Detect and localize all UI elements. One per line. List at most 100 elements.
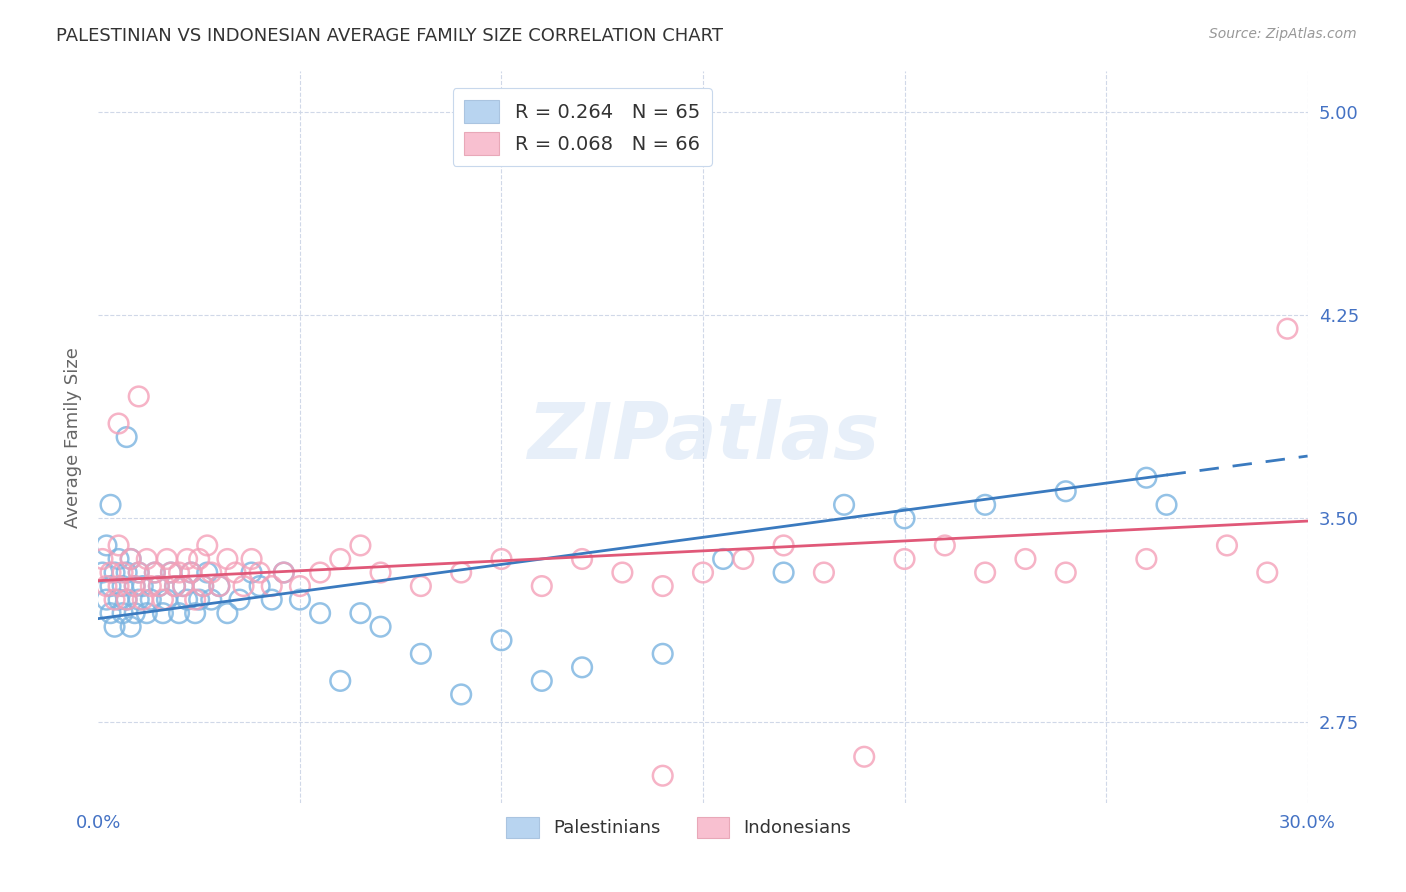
Point — [172, 579, 194, 593]
Point — [128, 566, 150, 580]
Point — [115, 592, 138, 607]
Point — [107, 538, 129, 552]
Point — [100, 606, 122, 620]
Point — [1256, 566, 1278, 580]
Point — [188, 592, 211, 607]
Point — [612, 566, 634, 580]
Point — [273, 566, 295, 580]
Point — [370, 620, 392, 634]
Point — [934, 538, 956, 552]
Point — [167, 566, 190, 580]
Point — [160, 566, 183, 580]
Point — [128, 389, 150, 403]
Point — [200, 592, 222, 607]
Point — [1135, 552, 1157, 566]
Point — [692, 566, 714, 580]
Point — [409, 647, 432, 661]
Point — [124, 606, 146, 620]
Point — [208, 579, 231, 593]
Point — [711, 552, 734, 566]
Point — [329, 552, 352, 566]
Point — [193, 579, 215, 593]
Point — [124, 579, 146, 593]
Point — [184, 606, 207, 620]
Point — [143, 566, 166, 580]
Point — [1277, 322, 1299, 336]
Point — [132, 579, 155, 593]
Point — [152, 592, 174, 607]
Point — [107, 417, 129, 431]
Point — [853, 749, 876, 764]
Point — [349, 538, 371, 552]
Point — [115, 592, 138, 607]
Point — [139, 592, 162, 607]
Point — [124, 579, 146, 593]
Point — [111, 566, 134, 580]
Point — [160, 566, 183, 580]
Point — [409, 579, 432, 593]
Point — [156, 552, 179, 566]
Point — [1156, 498, 1178, 512]
Text: Source: ZipAtlas.com: Source: ZipAtlas.com — [1209, 27, 1357, 41]
Point — [530, 579, 553, 593]
Point — [111, 606, 134, 620]
Point — [260, 579, 283, 593]
Point — [249, 579, 271, 593]
Point — [120, 620, 142, 634]
Point — [172, 579, 194, 593]
Point — [893, 552, 915, 566]
Point — [115, 566, 138, 580]
Point — [651, 647, 673, 661]
Point — [139, 579, 162, 593]
Point — [309, 566, 332, 580]
Point — [974, 566, 997, 580]
Legend: Palestinians, Indonesians: Palestinians, Indonesians — [499, 810, 859, 845]
Point — [100, 579, 122, 593]
Point — [200, 566, 222, 580]
Point — [232, 579, 254, 593]
Point — [208, 579, 231, 593]
Point — [148, 579, 170, 593]
Point — [135, 552, 157, 566]
Point — [530, 673, 553, 688]
Point — [813, 566, 835, 580]
Point — [349, 606, 371, 620]
Point — [184, 592, 207, 607]
Point — [152, 606, 174, 620]
Text: ZIPatlas: ZIPatlas — [527, 399, 879, 475]
Point — [180, 566, 202, 580]
Point — [772, 538, 794, 552]
Point — [120, 552, 142, 566]
Point — [120, 552, 142, 566]
Point — [491, 552, 513, 566]
Point — [309, 606, 332, 620]
Point — [96, 579, 118, 593]
Point — [91, 566, 114, 580]
Point — [100, 498, 122, 512]
Point — [195, 566, 218, 580]
Point — [651, 769, 673, 783]
Point — [288, 579, 311, 593]
Point — [772, 566, 794, 580]
Point — [224, 566, 246, 580]
Point — [1054, 484, 1077, 499]
Point — [103, 592, 125, 607]
Point — [288, 592, 311, 607]
Point — [107, 592, 129, 607]
Point — [832, 498, 855, 512]
Point — [115, 430, 138, 444]
Point — [240, 566, 263, 580]
Point — [135, 606, 157, 620]
Point — [156, 592, 179, 607]
Point — [1014, 552, 1036, 566]
Point — [167, 606, 190, 620]
Point — [176, 592, 198, 607]
Point — [96, 538, 118, 552]
Point — [228, 592, 250, 607]
Point — [249, 566, 271, 580]
Point — [1054, 566, 1077, 580]
Point — [491, 633, 513, 648]
Point — [103, 566, 125, 580]
Point — [96, 592, 118, 607]
Point — [107, 579, 129, 593]
